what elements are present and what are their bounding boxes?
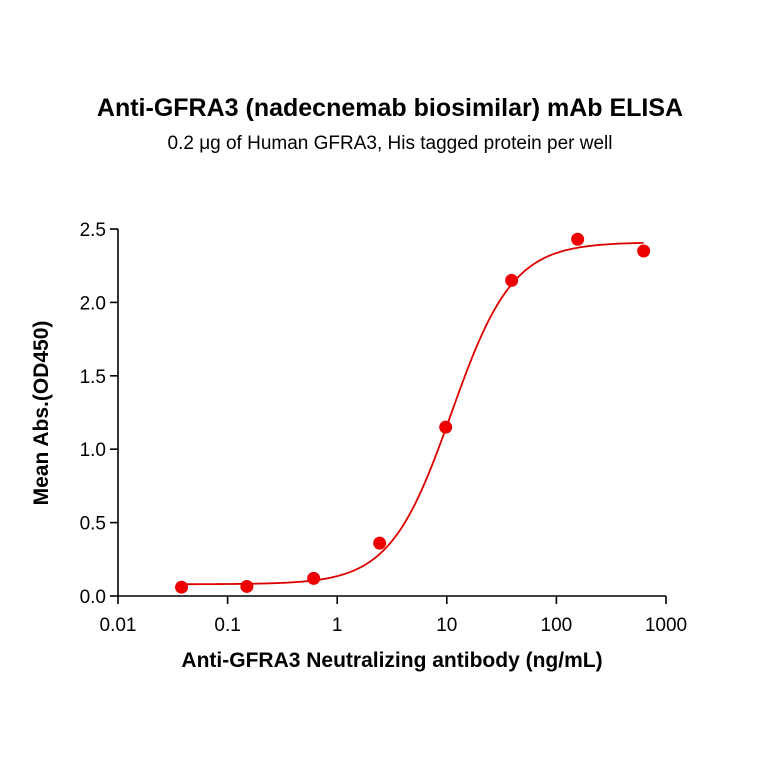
y-tick-label: 2.0 [80,293,106,314]
data-point [505,273,519,287]
data-point [175,580,189,594]
x-tick-label: 0.1 [214,615,240,636]
x-ticks: 0.01 0.1 1 10 100 1000 [100,596,687,636]
data-point [637,244,651,258]
chart-title: Anti-GFRA3 (nadecnemab biosimilar) mAb E… [97,94,683,122]
x-tick-label: 1 [332,615,343,636]
data-point [373,536,387,550]
y-axis-label: Mean Abs.(OD450) [30,321,53,506]
x-tick-label: 0.01 [100,615,137,636]
y-tick-label: 1.5 [80,367,106,388]
x-axis-label: Anti-GFRA3 Neutralizing antibody (ng/mL) [181,649,602,672]
y-tick-label: 0.5 [80,514,106,535]
data-point [439,420,453,434]
data-point [571,232,585,246]
plot-area [175,232,651,594]
x-tick-label: 10 [436,615,457,636]
chart-subtitle: 0.2 μg of Human GFRA3, His tagged protei… [168,133,613,154]
x-axis: 0.01 0.1 1 10 100 1000 [100,595,687,636]
y-ticks: 0.0 0.5 1.0 1.5 2.0 2.5 [80,220,118,608]
y-tick-label: 2.5 [80,220,106,241]
y-tick-label: 0.0 [80,587,106,608]
x-tick-label: 1000 [645,615,687,636]
y-tick-label: 1.0 [80,440,106,461]
x-tick-label: 100 [541,615,573,636]
data-point [240,579,254,593]
data-point [307,571,321,585]
fit-curve [181,241,644,586]
y-axis: 0.0 0.5 1.0 1.5 2.0 2.5 [80,220,119,608]
